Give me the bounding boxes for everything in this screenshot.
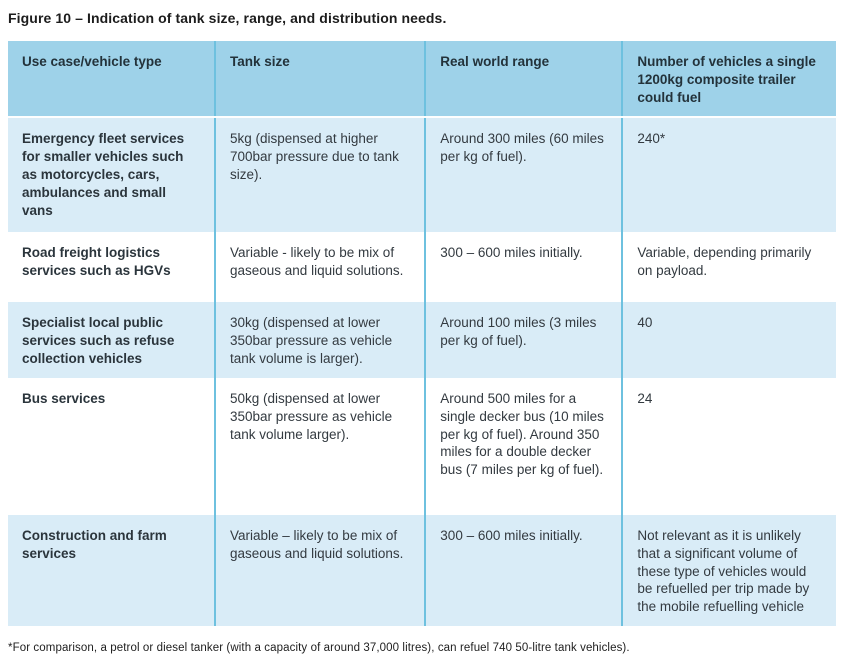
table-cell: 50kg (dispensed at lower 350bar pressure… [213, 377, 426, 515]
column-header: Use case/vehicle type [8, 41, 215, 119]
table-cell: Emergency fleet services for smaller veh… [8, 117, 215, 233]
table-header: Use case/vehicle type Tank size Real world… [8, 41, 836, 119]
figure-footnote: *For comparison, a petrol or diesel tank… [8, 641, 630, 654]
column-header: Tank size [213, 41, 426, 119]
table-cell: Specialist local public services such as… [8, 302, 215, 378]
table-cell: 30kg (dispensed at lower 350bar pressure… [213, 302, 426, 378]
column-header: Number of vehicles a single 1200kg compo… [621, 41, 836, 119]
table-header-row: Use case/vehicle type Tank size Real world… [8, 41, 836, 119]
table-cell: Variable, depending primarily on payload… [621, 232, 836, 303]
table-cell: Bus services [8, 377, 215, 515]
table-cell: Variable – likely to be mix of gaseous a… [213, 514, 426, 626]
table-cell: Around 100 miles (3 miles per kg of fuel… [424, 302, 623, 378]
column-header: Real world range [424, 41, 623, 119]
table-row: Construction and farm services Variable –… [8, 514, 836, 626]
figure-table: Use case/vehicle type Tank size Real world… [8, 41, 836, 626]
table-cell: Variable - likely to be mix of gaseous a… [213, 232, 426, 303]
table-cell: Construction and farm services [8, 514, 215, 626]
table-row: Road freight logistics services such as … [8, 232, 836, 303]
table-cell: 24 [621, 377, 836, 515]
table-cell: 300 – 600 miles initially. [424, 232, 623, 303]
table-cell: Road freight logistics services such as … [8, 232, 215, 303]
table-cell: Not relevant as it is unlikely that a si… [621, 514, 836, 626]
table-row: Specialist local public services such as… [8, 302, 836, 378]
table-cell: 5kg (dispensed at higher 700bar pressure… [213, 117, 426, 233]
table-body: Emergency fleet services for smaller veh… [8, 117, 836, 626]
table-row: Emergency fleet services for smaller veh… [8, 117, 836, 233]
table-cell: Around 500 miles for a single decker bus… [424, 377, 623, 515]
table-cell: 40 [621, 302, 836, 378]
figure-title: Figure 10 – Indication of tank size, ran… [8, 10, 447, 26]
table-cell: 240* [621, 117, 836, 233]
table-row: Bus services 50kg (dispensed at lower 350… [8, 377, 836, 515]
table-cell: Around 300 miles (60 miles per kg of fue… [424, 117, 623, 233]
table-cell: 300 – 600 miles initially. [424, 514, 623, 626]
